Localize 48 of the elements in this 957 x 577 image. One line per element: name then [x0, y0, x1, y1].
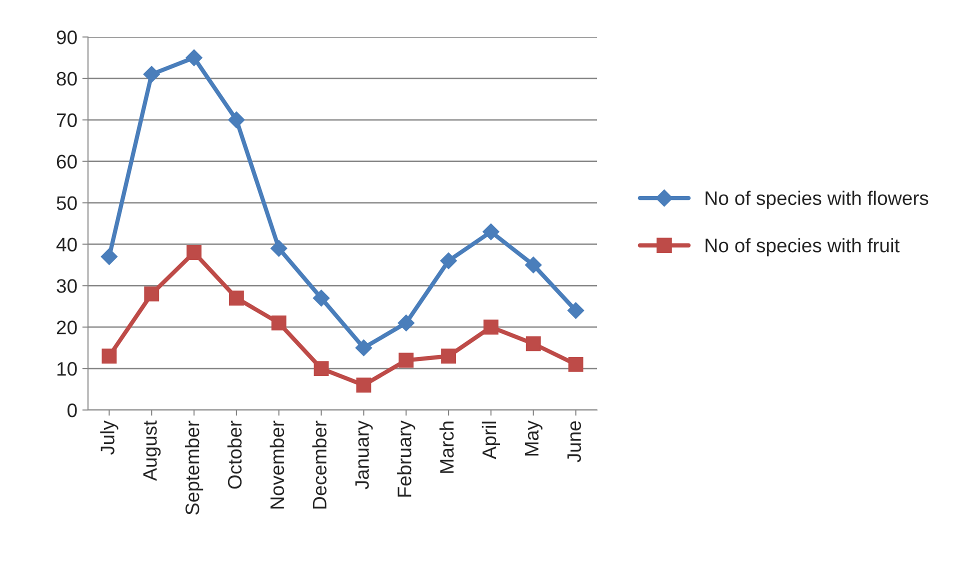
- y-tick-label: 80: [56, 72, 77, 86]
- x-tick-label: March: [439, 422, 454, 473]
- legend-label: No of species with flowers: [706, 190, 928, 209]
- point: [526, 336, 541, 352]
- x-tick-label: April: [482, 422, 500, 460]
- x-tick-label: February: [397, 420, 416, 497]
- point: [270, 240, 288, 257]
- legend-label: No of species with fruit: [706, 238, 900, 256]
- point: [314, 361, 329, 376]
- y-tick-label: 70: [56, 113, 77, 128]
- point: [356, 378, 372, 393]
- y-tick-label: 10: [57, 362, 77, 376]
- point: [100, 248, 118, 266]
- point: [567, 302, 584, 319]
- y-tick-label: 60: [56, 154, 77, 169]
- point: [312, 290, 330, 306]
- point: [102, 348, 117, 364]
- point: [186, 245, 202, 260]
- y-tick-label: 40: [56, 238, 77, 252]
- x-tick-label: May: [525, 420, 542, 456]
- x-tick-label: July: [100, 420, 118, 455]
- y-tick-label: 0: [68, 403, 77, 418]
- x-tick-label: June: [567, 421, 582, 462]
- y-tick-label: 90: [56, 30, 77, 44]
- point: [143, 66, 160, 83]
- y-tick-label: 50: [56, 196, 77, 210]
- point: [482, 223, 500, 240]
- point: [271, 316, 286, 330]
- point: [398, 352, 414, 368]
- point: [355, 339, 372, 356]
- point: [441, 348, 456, 364]
- point: [228, 112, 245, 128]
- point: [440, 252, 457, 270]
- y-tick-label: 30: [56, 279, 77, 293]
- point: [483, 320, 498, 335]
- point: [525, 256, 542, 274]
- x-tick-label: December: [312, 420, 327, 509]
- x-tick-label: August: [143, 420, 161, 481]
- point: [398, 314, 414, 332]
- point: [568, 356, 584, 372]
- point: [144, 286, 160, 302]
- x-tick-label: October: [227, 420, 242, 489]
- x-tick-label: January: [355, 420, 373, 490]
- y-tick-label: 20: [56, 320, 77, 334]
- point: [228, 290, 244, 306]
- x-tick-label: November: [270, 420, 284, 509]
- x-tick-label: September: [184, 420, 204, 515]
- point: [186, 49, 202, 66]
